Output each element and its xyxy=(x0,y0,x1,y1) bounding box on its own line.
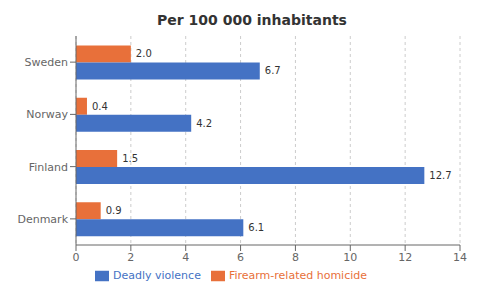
svg-text:6.7: 6.7 xyxy=(265,65,281,76)
html-text:Deadly violence: Deadly violence xyxy=(113,269,201,282)
svg-text:6.1: 6.1 xyxy=(248,222,264,233)
svg-text:0.9: 0.9 xyxy=(106,205,122,216)
html-text:Per 100 000 inhabitants: Per 100 000 inhabitants xyxy=(157,12,347,28)
svg-text:8: 8 xyxy=(292,251,299,264)
svg-text:Norway: Norway xyxy=(26,108,68,121)
svg-text:Denmark: Denmark xyxy=(17,213,68,226)
svg-text:Sweden: Sweden xyxy=(25,56,68,69)
svg-text:2: 2 xyxy=(127,251,134,264)
svg-text:12.7: 12.7 xyxy=(429,170,451,181)
html-text:Firearm-related homicide: Firearm-related homicide xyxy=(228,269,367,282)
svg-text:2.0: 2.0 xyxy=(136,48,152,59)
svg-text:Finland: Finland xyxy=(29,161,68,174)
svg-text:14: 14 xyxy=(453,251,467,264)
svg-text:4.2: 4.2 xyxy=(196,118,212,129)
svg-text:1.5: 1.5 xyxy=(122,153,138,164)
svg-text:4: 4 xyxy=(182,251,189,264)
svg-text:0.4: 0.4 xyxy=(92,101,108,112)
svg-text:12: 12 xyxy=(398,251,412,264)
svg-text:6: 6 xyxy=(237,251,244,264)
svg-text:0: 0 xyxy=(73,251,80,264)
svg-text:10: 10 xyxy=(343,251,357,264)
